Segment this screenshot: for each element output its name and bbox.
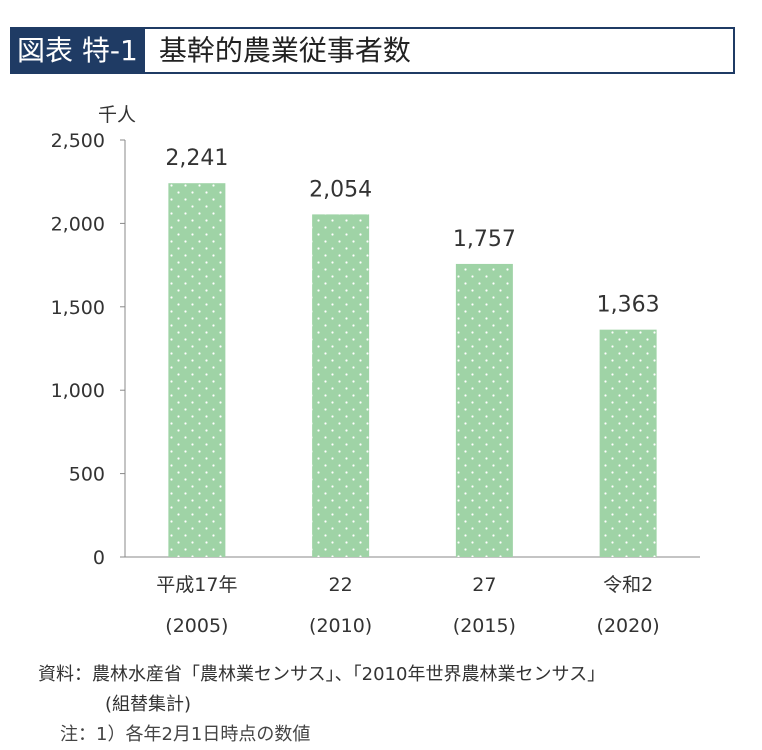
data-label: 2,054 [309, 177, 372, 202]
bar [455, 263, 513, 557]
figure-number-label: 図表 特-1 [12, 29, 145, 72]
x-tick-sublabel: (2005) [165, 615, 228, 637]
figure-title: 基幹的農業従事者数 [158, 34, 411, 67]
x-tick-label: 27 [472, 574, 496, 596]
x-tick-label: 22 [329, 574, 353, 596]
x-tick-label: 令和2 [603, 574, 653, 596]
data-label: 1,363 [597, 293, 660, 318]
y-tick-label: 2,500 [51, 130, 105, 152]
y-tick-label: 500 [69, 464, 105, 486]
y-axis-unit-label: 千人 [98, 104, 137, 126]
x-tick-sublabel: (2015) [453, 615, 516, 637]
note-line: 注：1）各年2月1日時点の数値 [60, 724, 311, 745]
bar [168, 183, 226, 557]
y-tick-label: 1,500 [51, 297, 105, 319]
source-line: 資料：農林水産省「農林業センサス」、「2010年世界農林業センサス」 [38, 664, 606, 685]
figure-title-bar: 図表 特-1 基幹的農業従事者数 [10, 27, 735, 74]
y-tick-label: 1,000 [51, 380, 105, 402]
bar-chart: 0 500 1,000 1,500 2,000 2,500 2,241 平成17年 (2005… [51, 130, 700, 637]
x-tick-label: 平成17年 [156, 574, 237, 596]
y-tick-label: 2,000 [51, 213, 105, 235]
source-note: 資料：農林水産省「農林業センサス」、「2010年世界農林業センサス」 (組替集計… [38, 660, 605, 750]
data-label: 2,241 [165, 146, 228, 171]
data-label: 1,757 [453, 227, 516, 252]
y-tick-label: 0 [93, 547, 105, 569]
x-tick-sublabel: (2010) [309, 615, 372, 637]
source-line-continued: (組替集計) [105, 694, 192, 715]
x-tick-sublabel: (2020) [597, 615, 660, 637]
bar [312, 214, 370, 557]
bar [599, 329, 657, 557]
